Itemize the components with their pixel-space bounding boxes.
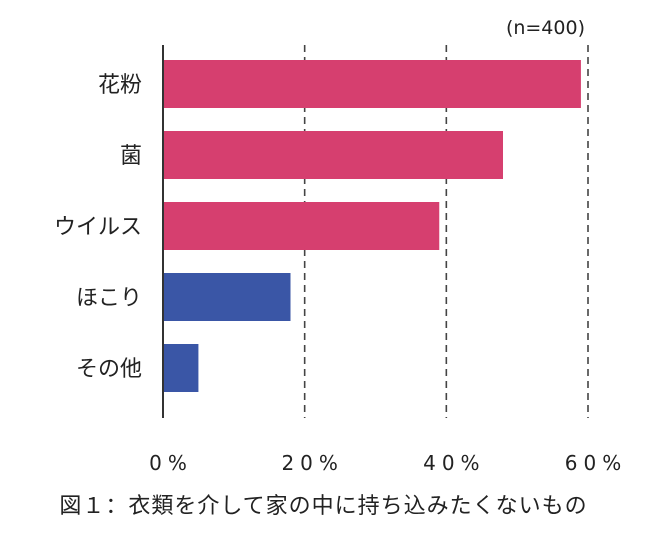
sample-size-note: (n=400) [506,17,585,39]
bar [163,60,581,108]
bars [163,60,581,392]
x-tick-label: 60% [565,451,627,475]
x-tick-label: 0% [149,451,193,475]
bar [163,202,440,250]
tick-labels: 0% 20% 40% 60% [149,451,627,475]
category-label: 花粉 [98,73,142,98]
category-label: ウイルス [54,215,142,240]
x-tick-label: 20% [281,451,343,475]
bar [163,344,199,392]
category-label: ほこり [76,286,142,311]
x-tick-label: 40% [423,451,485,475]
category-label: その他 [76,357,142,382]
bar [163,131,503,179]
category-label: 菌 [120,144,142,169]
figure-caption: 図１：衣類を介して家の中に持ち込みたくないもの [59,494,588,519]
bar [163,273,291,321]
